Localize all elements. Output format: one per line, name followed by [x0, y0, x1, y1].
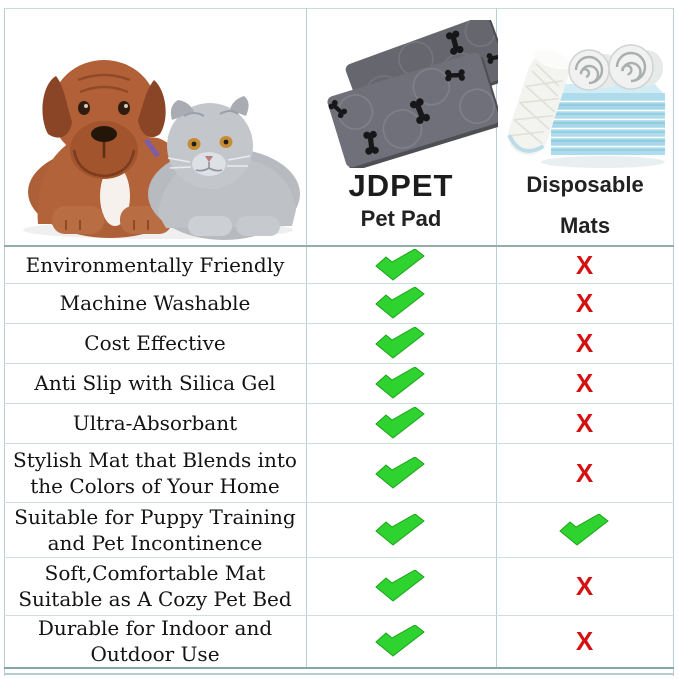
jdpet-mark-cell: X [306, 557, 496, 615]
jdpet-mark-cell: X [306, 283, 496, 323]
check-icon [375, 406, 427, 439]
disposable-mark-cell: X [496, 283, 673, 323]
feature-label: Durable for Indoor and Outdoor Use [37, 616, 273, 666]
table-row: Ultra-Absorbant X X [4, 403, 673, 443]
cross-icon: X [575, 571, 594, 601]
disposable-mark-cell: X [496, 502, 673, 557]
check-icon [375, 248, 427, 281]
jdpet-mark-cell: X [306, 363, 496, 403]
feature-label: Machine Washable [59, 291, 251, 315]
cross-icon: X [575, 626, 594, 656]
jdpet-mark-cell: X [306, 443, 496, 502]
table-row: Anti Slip with Silica Gel X X [4, 363, 673, 403]
row-line-8 [4, 615, 674, 616]
disposable-mark-cell: X [496, 363, 673, 403]
row-line-2 [4, 323, 674, 324]
check-icon [375, 512, 427, 546]
frame-right-line [673, 8, 674, 676]
table-row: Soft,Comfortable Mat Suitable as A Cozy … [4, 557, 673, 615]
table-row: Stylish Mat that Blends into the Colors … [4, 443, 673, 502]
disposable-mark-cell: X [496, 403, 673, 443]
table-bottom-line [4, 667, 674, 669]
row-line-5 [4, 443, 674, 444]
disposable-title-line2: Mats [559, 213, 611, 238]
feature-label: Cost Effective [84, 331, 226, 355]
row-line-7 [4, 557, 674, 558]
check-icon [558, 512, 611, 546]
dog-and-cat-photo [23, 60, 300, 240]
row-line-1 [4, 283, 674, 284]
disposable-mats-image [507, 44, 665, 168]
check-icon [375, 569, 427, 602]
cross-icon: X [575, 288, 594, 318]
disposable-title-line1: Disposable [526, 172, 644, 197]
check-icon [375, 624, 427, 657]
table-row: Cost Effective X X [4, 323, 673, 363]
check-icon [375, 286, 427, 319]
disposable-mark-cell: X [496, 557, 673, 615]
disposable-mark-cell: X [496, 443, 673, 502]
cross-icon: X [575, 408, 594, 438]
disposable-mark-cell: X [496, 323, 673, 363]
jdpet-mark-cell: X [306, 615, 496, 667]
frame-bottom-line [4, 673, 674, 675]
jdpet-mark-cell: X [306, 247, 496, 283]
feature-label: Environmentally Friendly [25, 253, 285, 277]
table-top-line [4, 245, 674, 247]
column-divider-1 [306, 8, 307, 667]
row-line-6 [4, 502, 674, 503]
jdpet-mark-cell: X [306, 323, 496, 363]
jdpet-brand-title: JDPET [348, 168, 454, 203]
table-row: Suitable for Puppy Training and Pet Inco… [4, 502, 673, 557]
cross-icon: X [575, 328, 594, 358]
frame-top-line [4, 8, 674, 9]
table-row: Environmentally Friendly X X [4, 247, 673, 283]
table-row: Durable for Indoor and Outdoor Use X X [4, 615, 673, 667]
row-line-4 [4, 403, 674, 404]
cross-icon: X [575, 250, 594, 280]
feature-label: Anti Slip with Silica Gel [34, 371, 276, 395]
check-icon [375, 366, 427, 399]
table-row: Machine Washable X X [4, 283, 673, 323]
check-icon [375, 326, 427, 359]
jdpet-pads-image [327, 20, 498, 168]
feature-label: Ultra-Absorbant [72, 411, 238, 435]
column-divider-2 [496, 8, 497, 667]
frame-left-line [4, 8, 5, 676]
cross-icon: X [575, 368, 594, 398]
jdpet-mark-cell: X [306, 403, 496, 443]
disposable-mark-cell: X [496, 615, 673, 667]
disposable-mark-cell: X [496, 247, 673, 283]
jdpet-product-name: Pet Pad [360, 206, 442, 231]
feature-label: Soft,Comfortable Mat Suitable as A Cozy … [18, 561, 292, 611]
cross-icon: X [575, 457, 594, 488]
jdpet-mark-cell: X [306, 502, 496, 557]
feature-label: Stylish Mat that Blends into the Colors … [13, 447, 297, 498]
check-icon [375, 455, 427, 489]
row-line-3 [4, 363, 674, 364]
feature-label: Suitable for Puppy Training and Pet Inco… [14, 504, 296, 555]
